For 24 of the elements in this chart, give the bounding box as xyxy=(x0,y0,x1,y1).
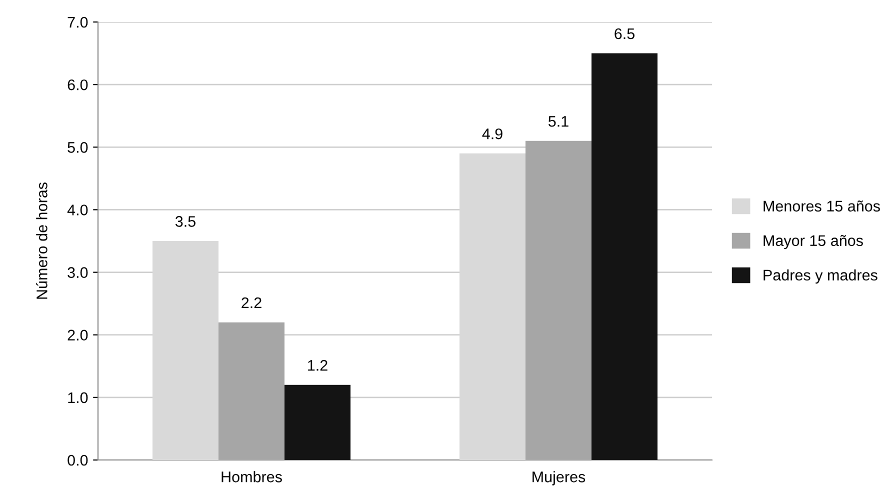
data-label: 2.2 xyxy=(242,297,262,308)
bar xyxy=(284,384,351,460)
data-label: 4.9 xyxy=(482,128,502,140)
y-tick-label: 3.0 xyxy=(68,267,88,278)
bar xyxy=(525,140,592,460)
y-tick-label: 2.0 xyxy=(68,330,88,341)
y-tick-label: 5.0 xyxy=(68,142,88,153)
y-tick-label: 4.0 xyxy=(67,204,88,216)
legend-label: Padres y madres xyxy=(764,269,878,284)
data-label: 6.5 xyxy=(614,28,634,40)
legend-label: Mayor 15 años xyxy=(764,234,863,250)
data-label: 3.5 xyxy=(175,216,196,227)
y-tick-label: 0.0 xyxy=(68,454,88,466)
y-axis-title: Número de horas xyxy=(36,182,48,299)
y-tick-label: 6.0 xyxy=(68,79,88,90)
data-label: 5.1 xyxy=(548,116,568,127)
x-tick-label: Hombres xyxy=(222,471,282,482)
legend-label: Menores 15 años xyxy=(764,200,880,212)
bar xyxy=(218,322,284,460)
bar xyxy=(592,53,658,460)
y-tick-label: 7.0 xyxy=(68,16,88,28)
x-tick-label: Mujeres xyxy=(532,471,586,486)
data-label: 1.2 xyxy=(308,360,328,371)
y-tick-label: 1.0 xyxy=(68,392,88,404)
